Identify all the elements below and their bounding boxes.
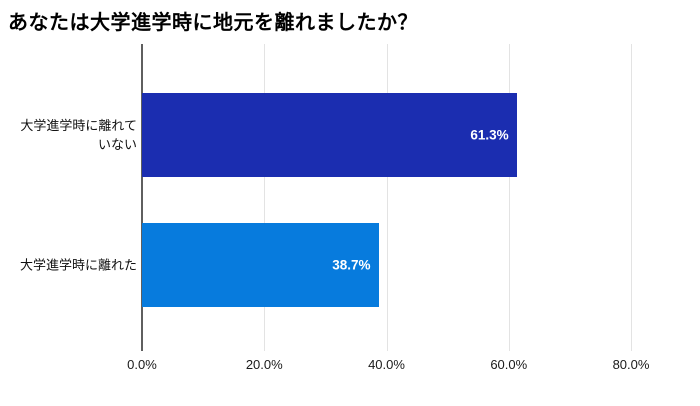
gridline	[631, 44, 632, 351]
gridline	[386, 44, 388, 351]
bar: 61.3%	[142, 93, 517, 177]
x-axis-tick-label: 80.0%	[612, 357, 650, 372]
plot-area: 61.3% 38.7%	[141, 44, 632, 351]
x-axis-tick-label: 20.0%	[245, 357, 283, 372]
bar-value-label: 38.7%	[332, 257, 371, 273]
gridline	[264, 44, 266, 351]
gridline	[508, 44, 510, 351]
x-axis-tick-label: 0.0%	[127, 357, 157, 372]
category-label: 大学進学時に離れた	[19, 257, 137, 273]
zero-axis-line	[141, 44, 143, 351]
x-axis-tick-label: 60.0%	[490, 357, 528, 372]
chart-title: あなたは大学進学時に地元を離れましたか？	[8, 12, 418, 34]
category-label: 大学進学時に離れて いない	[20, 118, 137, 152]
x-axis-tick-label: 40.0%	[368, 357, 405, 372]
bar-value-label: 61.3%	[470, 127, 509, 143]
bar: 38.7%	[142, 223, 379, 307]
